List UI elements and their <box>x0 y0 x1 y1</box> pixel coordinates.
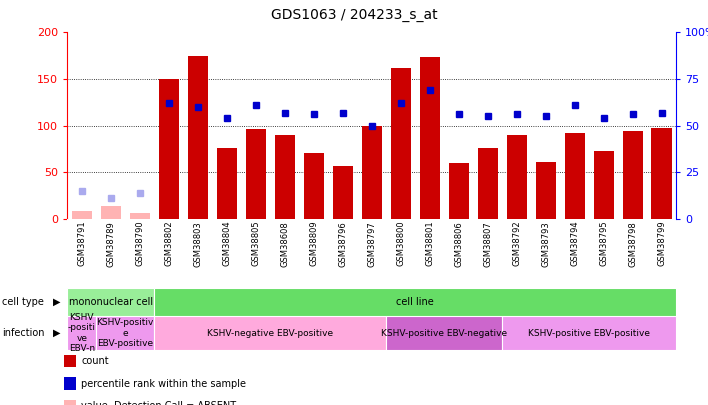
Bar <box>154 316 386 350</box>
Text: GSM38789: GSM38789 <box>106 221 115 266</box>
Bar <box>386 316 502 350</box>
Text: GSM38796: GSM38796 <box>338 221 347 266</box>
Text: cell line: cell line <box>396 297 434 307</box>
Text: GSM38608: GSM38608 <box>280 221 289 266</box>
Bar <box>449 163 469 219</box>
Bar <box>535 162 556 219</box>
Text: infection: infection <box>2 328 45 338</box>
Bar <box>651 128 672 219</box>
Text: KSHV-positive EBV-negative: KSHV-positive EBV-negative <box>381 328 507 338</box>
Text: mononuclear cell: mononuclear cell <box>69 297 153 307</box>
Text: value, Detection Call = ABSENT: value, Detection Call = ABSENT <box>81 401 236 405</box>
Bar <box>246 129 266 219</box>
Bar <box>67 316 96 350</box>
Bar <box>420 57 440 219</box>
Bar <box>130 213 150 219</box>
Bar <box>154 288 676 316</box>
Bar <box>502 316 676 350</box>
Text: percentile rank within the sample: percentile rank within the sample <box>81 379 246 388</box>
Bar <box>622 131 643 219</box>
Text: GSM38792: GSM38792 <box>512 221 521 266</box>
Bar <box>477 148 498 219</box>
Text: GSM38804: GSM38804 <box>222 221 232 266</box>
Bar <box>72 211 92 219</box>
Text: GSM38793: GSM38793 <box>541 221 550 266</box>
Bar <box>67 288 154 316</box>
Bar <box>159 79 179 219</box>
Text: GSM38795: GSM38795 <box>599 221 608 266</box>
Bar <box>506 135 527 219</box>
Text: KSHV-positiv
e
EBV-positive: KSHV-positiv e EBV-positive <box>96 318 154 348</box>
Text: ▶: ▶ <box>52 297 60 307</box>
Text: GSM38806: GSM38806 <box>455 221 463 266</box>
Bar <box>333 166 353 219</box>
Text: KSHV-negative EBV-positive: KSHV-negative EBV-positive <box>207 328 333 338</box>
Text: GSM38807: GSM38807 <box>483 221 492 266</box>
Bar <box>362 126 382 219</box>
Text: KSHV-positive EBV-positive: KSHV-positive EBV-positive <box>528 328 650 338</box>
Text: GSM38800: GSM38800 <box>396 221 405 266</box>
Text: cell type: cell type <box>2 297 44 307</box>
Text: GSM38790: GSM38790 <box>135 221 144 266</box>
Text: GSM38809: GSM38809 <box>309 221 318 266</box>
Text: count: count <box>81 356 109 366</box>
Text: GSM38805: GSM38805 <box>251 221 261 266</box>
Text: GSM38791: GSM38791 <box>77 221 86 266</box>
Bar <box>188 56 208 219</box>
Bar <box>101 206 121 219</box>
Text: GDS1063 / 204233_s_at: GDS1063 / 204233_s_at <box>270 8 438 22</box>
Text: ▶: ▶ <box>52 328 60 338</box>
Text: GSM38797: GSM38797 <box>367 221 376 266</box>
Bar <box>96 316 154 350</box>
Text: GSM38799: GSM38799 <box>657 221 666 266</box>
Text: GSM38803: GSM38803 <box>193 221 202 266</box>
Text: GSM38794: GSM38794 <box>570 221 579 266</box>
Text: GSM38798: GSM38798 <box>628 221 637 266</box>
Bar <box>593 151 614 219</box>
Bar <box>391 68 411 219</box>
Bar <box>304 153 324 219</box>
Bar <box>217 148 237 219</box>
Bar <box>275 135 295 219</box>
Text: KSHV
-positi
ve
EBV-n: KSHV -positi ve EBV-n <box>68 313 96 353</box>
Bar <box>564 133 585 219</box>
Text: GSM38801: GSM38801 <box>426 221 434 266</box>
Text: GSM38802: GSM38802 <box>164 221 173 266</box>
